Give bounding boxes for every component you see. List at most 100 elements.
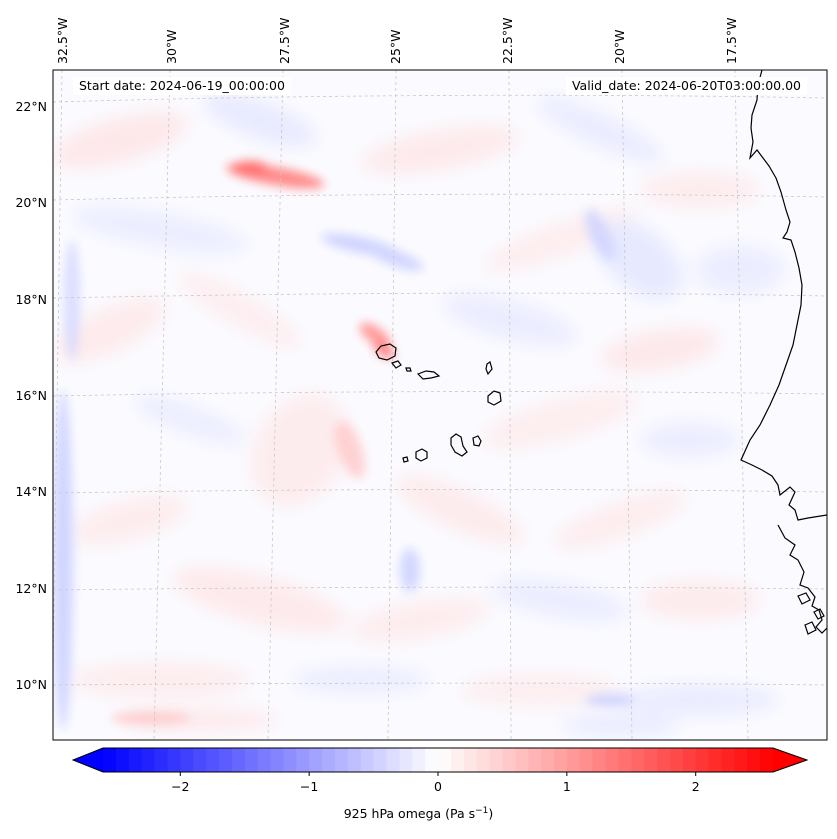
- colorbar-cell: [373, 748, 388, 772]
- colorbar-over-arrow: [773, 748, 807, 772]
- colorbar-tick-label: 0: [434, 779, 442, 794]
- colorbar-cell: [528, 748, 542, 772]
- lon-label: 22.5°W: [500, 18, 515, 64]
- colorbar-cell: [657, 748, 671, 772]
- colorbar-cell: [734, 748, 748, 772]
- colorbar-cell: [463, 748, 478, 772]
- colorbar-cell: [244, 748, 259, 772]
- colorbar-cell: [644, 748, 658, 772]
- colorbar-cell: [167, 748, 181, 772]
- lat-label: 10°N: [15, 677, 47, 692]
- colorbar-cell: [334, 748, 349, 772]
- colorbar-cell: [360, 748, 375, 772]
- colorbar-gradient: [103, 748, 774, 772]
- colorbar-cell: [231, 748, 246, 772]
- colorbar-cell: [708, 748, 723, 772]
- colorbar-cell: [721, 748, 735, 772]
- colorbar-cell: [476, 748, 491, 772]
- island-sal: [485, 361, 493, 376]
- valid-date-label: Valid_date: 2024-06-20T03:00:00.00: [565, 77, 807, 95]
- colorbar-cell: [193, 748, 207, 772]
- island-sao-vicente: [390, 360, 402, 369]
- colorbar-cell: [154, 748, 169, 772]
- colorbar-outline: [71, 747, 809, 773]
- colorbar-cell: [128, 748, 143, 772]
- colorbar-tick-label: 2: [692, 779, 700, 794]
- africa-coastline: [740, 70, 827, 521]
- colorbar-cell: [206, 748, 220, 772]
- colorbar-title-text: 925 hPa omega (Pa s: [343, 806, 476, 822]
- colorbar-cell: [218, 748, 233, 772]
- lat-label: 18°N: [15, 292, 47, 307]
- colorbar-cell: [309, 748, 323, 772]
- lon-label: 20°W: [612, 29, 627, 64]
- colorbar-cell: [541, 748, 555, 772]
- lat-label: 14°N: [15, 484, 47, 499]
- colorbar-cell: [257, 748, 272, 772]
- colorbar-cell: [283, 748, 297, 772]
- latitude-labels: 22°N 20°N 18°N 16°N 14°N 12°N 10°N: [15, 99, 47, 692]
- colorbar-cell: [141, 748, 156, 772]
- colorbar-cell: [322, 748, 336, 772]
- colorbar-cell: [502, 748, 516, 772]
- colorbar-cell: [103, 748, 117, 772]
- colorbar-cell: [747, 748, 761, 772]
- colorbar-ticks: −2 −1 0 1 2: [171, 772, 700, 794]
- colorbar-cell: [760, 748, 774, 772]
- colorbar-cell: [347, 748, 362, 772]
- island-sao-nicolau: [416, 370, 441, 380]
- colorbar-cell: [115, 748, 130, 772]
- lon-label: 25°W: [388, 29, 403, 64]
- map-frame: [52, 69, 828, 741]
- colorbar-cell: [515, 748, 529, 772]
- colorbar-cell: [579, 748, 594, 772]
- lat-label: 12°N: [15, 581, 47, 596]
- colorbar-title-exponent: −1: [475, 806, 489, 816]
- colorbar: −2 −1 0 1 2: [71, 747, 809, 794]
- colorbar-cell: [180, 748, 194, 772]
- guinea-coastline: [777, 524, 827, 634]
- colorbar-cell: [566, 748, 581, 772]
- island-boa-vista: [487, 390, 502, 406]
- colorbar-cell: [695, 748, 710, 772]
- colorbar-cell: [669, 748, 684, 772]
- bijagos-islands: [797, 592, 825, 635]
- colorbar-cell: [618, 748, 632, 772]
- island-santiago: [450, 433, 468, 457]
- island-maio: [472, 435, 482, 447]
- coastlines: [375, 70, 827, 635]
- island-santo-antao: [375, 343, 397, 361]
- island-brava: [402, 456, 409, 463]
- colorbar-cell: [425, 748, 439, 772]
- lat-label: 22°N: [15, 99, 47, 114]
- colorbar-under-arrow: [73, 748, 103, 772]
- colorbar-cell: [450, 748, 465, 772]
- island-fogo: [415, 448, 428, 462]
- colorbar-cell: [631, 748, 645, 772]
- lon-label: 30°W: [164, 29, 179, 64]
- start-date-label: Start date: 2024-06-19_00:00:00: [73, 77, 291, 95]
- colorbar-cell: [270, 748, 284, 772]
- lon-label: 32.5°W: [55, 18, 70, 64]
- colorbar-cell: [399, 748, 413, 772]
- lon-label: 27.5°W: [277, 18, 292, 64]
- colorbar-cell: [489, 748, 504, 772]
- colorbar-cell: [592, 748, 607, 772]
- colorbar-cell: [438, 748, 452, 772]
- colorbar-title-end: ): [488, 806, 494, 822]
- colorbar-cell: [412, 748, 426, 772]
- omega-field: [53, 93, 785, 735]
- colorbar-tick-label: −1: [300, 779, 318, 794]
- colorbar-cell: [386, 748, 400, 772]
- colorbar-tick-label: −2: [171, 779, 189, 794]
- lat-label: 16°N: [15, 388, 47, 403]
- colorbar-title: 925 hPa omega (Pa s−1): [0, 806, 837, 821]
- longitude-labels: 32.5°W 30°W 27.5°W 25°W 22.5°W 20°W 17.5…: [55, 18, 739, 64]
- graticule: [53, 70, 827, 740]
- lon-label: 17.5°W: [724, 18, 739, 64]
- colorbar-tick-label: 1: [563, 779, 571, 794]
- lat-label: 20°N: [15, 195, 47, 210]
- island-santa-luzia: [405, 367, 412, 372]
- colorbar-cell: [605, 748, 619, 772]
